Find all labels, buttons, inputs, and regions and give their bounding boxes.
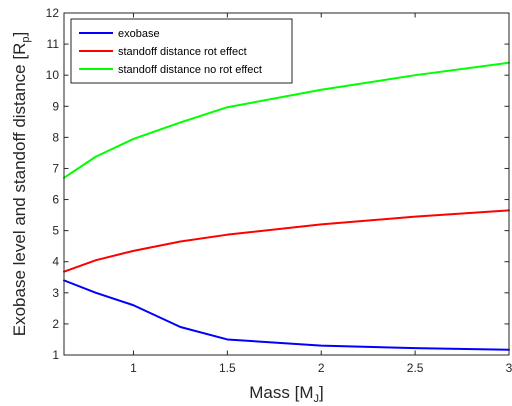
x-tick-label: 1 (130, 361, 137, 375)
series-line-3 (63, 61, 510, 179)
y-tick-label: 2 (52, 317, 59, 331)
y-tick-label: 10 (46, 68, 60, 82)
x-axis-label-end: ] (319, 383, 324, 402)
x-tick-label: 2.5 (407, 361, 424, 375)
legend-entry-2: standoff distance rot effect (118, 46, 247, 58)
series-line-2 (63, 209, 510, 273)
y-axis-label-main: Exobase level and standoff distance [R (10, 43, 29, 337)
y-tick-label: 11 (47, 37, 60, 51)
y-tick-label: 9 (52, 99, 59, 113)
y-tick-label: 5 (52, 224, 59, 238)
x-tick-label: 2 (318, 361, 325, 375)
series-lines (63, 61, 510, 351)
y-tick-label: 3 (52, 286, 59, 300)
x-tick-label: 1.5 (219, 361, 236, 375)
y-tick-label: 8 (52, 130, 59, 144)
y-tick-label: 7 (52, 161, 59, 175)
legend: exobase standoff distance rot effect stand… (70, 18, 293, 84)
y-tick-label: 12 (46, 6, 60, 20)
series-line-1 (63, 279, 510, 351)
legend-entry-1: exobase (118, 28, 160, 40)
x-axis-label-main: Mass [M (249, 383, 313, 402)
y-tick-label: 4 (52, 255, 59, 269)
x-tick-label: 3 (506, 361, 512, 375)
x-axis-label-subscript: J (314, 393, 320, 405)
y-axis-label-end: ] (10, 32, 29, 37)
x-axis-label: Mass [MJ] (249, 383, 323, 405)
plot-frame (63, 12, 510, 356)
y-axis-label: Exobase level and standoff distance [Rp] (10, 32, 32, 336)
y-tick-label: 1 (52, 348, 59, 362)
legend-entry-3: standoff distance no rot effect (118, 64, 262, 76)
y-axis-label-subscript: p (20, 37, 32, 43)
y-tick-label: 6 (52, 193, 59, 207)
